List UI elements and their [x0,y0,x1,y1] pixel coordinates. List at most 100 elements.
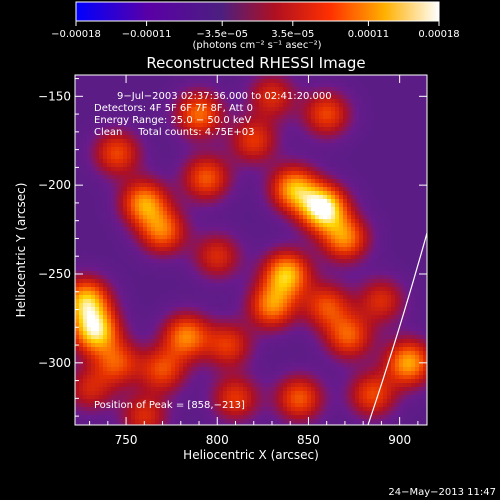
heatmap-cell [327,263,331,267]
heatmap-cell [131,111,135,115]
heatmap-cell [87,211,91,215]
heatmap-cell [299,143,303,147]
heatmap-cell [235,159,239,163]
heatmap-cell [271,159,275,163]
heatmap-cell [107,91,111,95]
heatmap-cell [291,267,295,271]
heatmap-cell [151,139,155,143]
heatmap-cell [199,111,203,115]
heatmap-cell [327,279,331,283]
heatmap-cell [415,199,419,203]
heatmap-cell [407,247,411,251]
heatmap-cell [247,211,251,215]
heatmap-cell [315,187,319,191]
heatmap-cell [151,119,155,123]
heatmap-cell [283,147,287,151]
heatmap-cell [407,287,411,291]
heatmap-cell [255,247,259,251]
heatmap-cell [291,123,295,127]
heatmap-cell [163,179,167,183]
heatmap-cell [151,243,155,247]
heatmap-cell [159,87,163,91]
heatmap-cell [219,127,223,131]
heatmap-cell [83,135,87,139]
heatmap-cell [251,107,255,111]
heatmap-cell [259,155,263,159]
heatmap-cell [187,171,191,175]
heatmap-cell [203,207,207,211]
heatmap-cell [343,179,347,183]
heatmap-cell [335,159,339,163]
heatmap-cell [295,91,299,95]
heatmap-cell [163,103,167,107]
heatmap-cell [223,127,227,131]
heatmap-cell [407,291,411,295]
heatmap-cell [227,223,231,227]
heatmap-cell [331,91,335,95]
heatmap-cell [315,159,319,163]
heatmap-cell [327,219,331,223]
heatmap-cell [167,247,171,251]
heatmap-cell [163,123,167,127]
heatmap-cell [255,79,259,83]
heatmap-cell [247,115,251,119]
heatmap-cell [79,143,83,147]
heatmap-cell [383,191,387,195]
heatmap-cell [127,167,131,171]
heatmap-cell [359,99,363,103]
heatmap-cell [111,207,115,211]
heatmap-cell [411,155,415,159]
heatmap-cell [339,167,343,171]
heatmap-cell [271,259,275,263]
heatmap-cell [235,123,239,127]
heatmap-cell [311,235,315,239]
heatmap-cell [283,263,287,267]
heatmap-cell [127,143,131,147]
heatmap-cell [111,79,115,83]
heatmap-cell [207,183,211,187]
heatmap-cell [379,155,383,159]
heatmap-cell [95,119,99,123]
heatmap-cell [327,291,331,295]
heatmap-cell [183,207,187,211]
heatmap-cell [83,155,87,159]
heatmap-cell [107,79,111,83]
heatmap-cell [107,215,111,219]
heatmap-cell [315,235,319,239]
heatmap-cell [183,239,187,243]
heatmap-cell [179,111,183,115]
heatmap-cell [159,187,163,191]
heatmap-cell [115,239,119,243]
heatmap-cell [383,295,387,299]
heatmap-cell [123,251,127,255]
heatmap-cell [319,127,323,131]
heatmap-cell [259,179,263,183]
heatmap-cell [263,127,267,131]
heatmap-cell [147,91,151,95]
heatmap-cell [75,199,79,203]
heatmap-cell [335,231,339,235]
heatmap-cell [391,283,395,287]
heatmap-cell [423,279,427,283]
heatmap-cell [87,151,91,155]
heatmap-cell [295,163,299,167]
heatmap-cell [355,279,359,283]
heatmap-cell [379,163,383,167]
heatmap-cell [155,123,159,127]
heatmap-cell [347,147,351,151]
heatmap-cell [243,235,247,239]
heatmap-cell [159,227,163,231]
heatmap-cell [87,239,91,243]
heatmap-cell [247,235,251,239]
heatmap-cell [347,99,351,103]
heatmap-cell [143,195,147,199]
heatmap-cell [399,279,403,283]
heatmap-cell [407,159,411,163]
heatmap-cell [91,231,95,235]
heatmap-cell [327,227,331,231]
heatmap-cell [127,215,131,219]
heatmap-cell [119,99,123,103]
heatmap-cell [259,83,263,87]
heatmap-cell [123,199,127,203]
heatmap-cell [303,75,307,79]
